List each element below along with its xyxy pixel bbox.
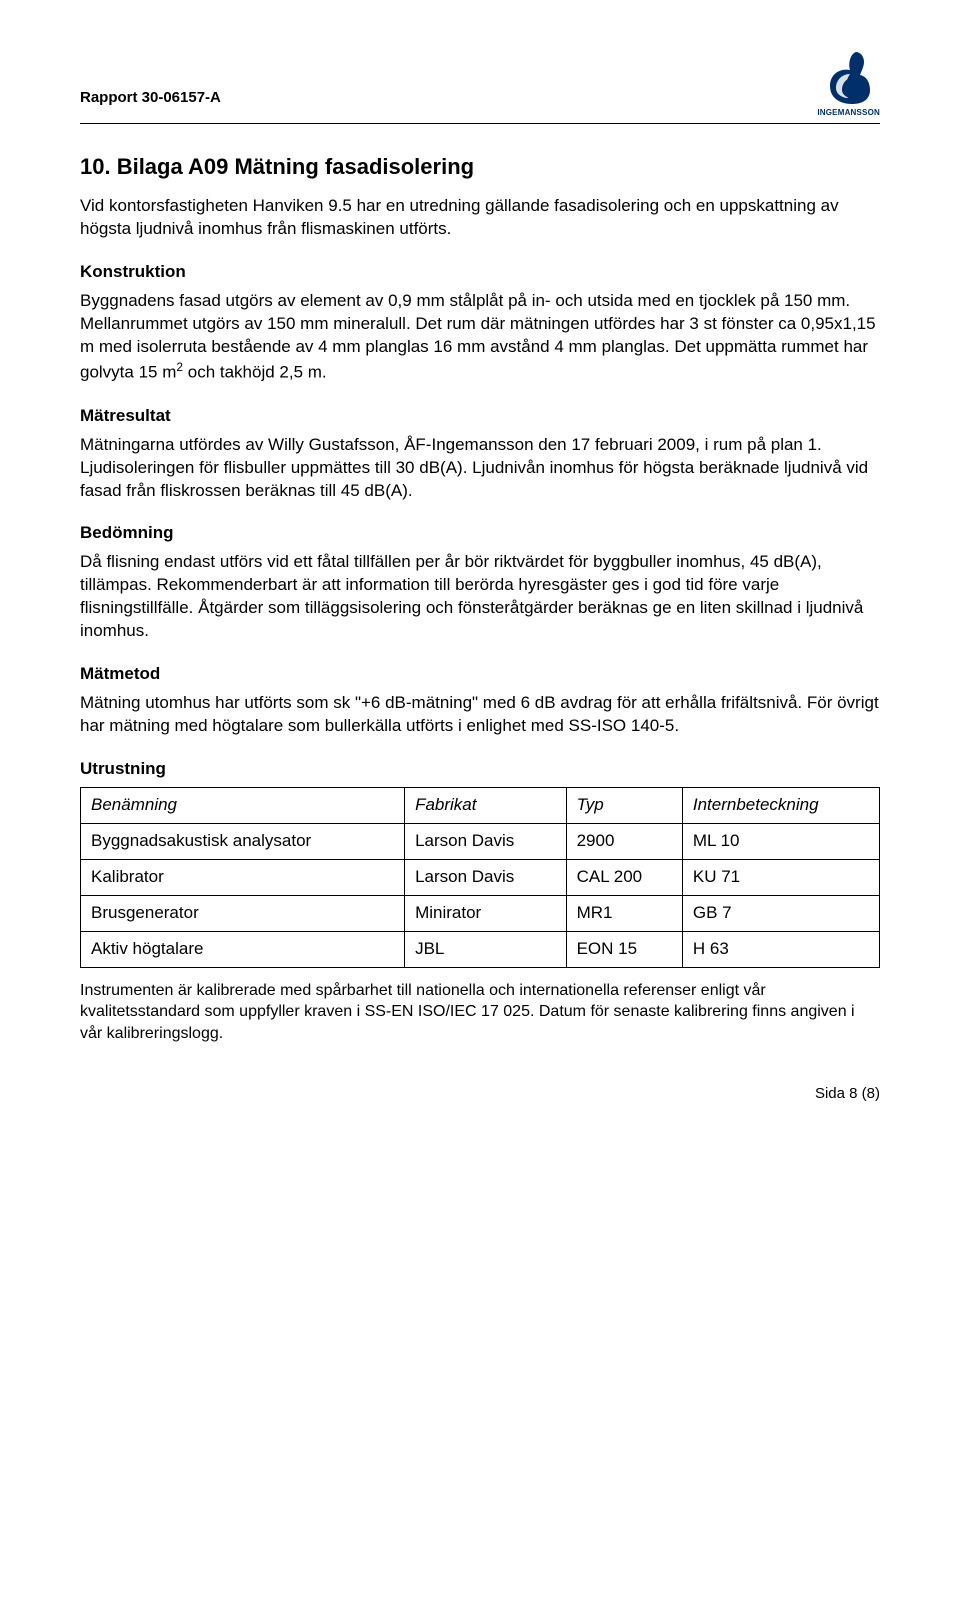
cell: MR1 [566,895,682,931]
table-row: Kalibrator Larson Davis CAL 200 KU 71 [81,859,880,895]
table-header-row: Benämning Fabrikat Typ Internbeteckning [81,787,880,823]
cell: Minirator [405,895,567,931]
calibration-footnote: Instrumenten är kalibrerade med spårbarh… [80,980,880,1045]
company-logo: INGEMANSSON [817,50,880,119]
cell: Kalibrator [81,859,405,895]
konstruktion-heading: Konstruktion [80,261,880,284]
equipment-table: Benämning Fabrikat Typ Internbeteckning … [80,787,880,968]
bedomning-body: Då flisning endast utförs vid ett fåtal … [80,551,880,643]
konstruktion-body: Byggnadens fasad utgörs av element av 0,… [80,290,880,384]
cell: H 63 [682,931,879,967]
matresultat-heading: Mätresultat [80,405,880,428]
col-internbeteckning: Internbeteckning [682,787,879,823]
intro-paragraph: Vid kontorsfastigheten Hanviken 9.5 har … [80,195,880,241]
utrustning-heading: Utrustning [80,758,880,781]
cell: EON 15 [566,931,682,967]
col-fabrikat: Fabrikat [405,787,567,823]
cell: Aktiv högtalare [81,931,405,967]
cell: Larson Davis [405,823,567,859]
page-title: 10. Bilaga A09 Mätning fasadisolering [80,152,880,182]
cell: 2900 [566,823,682,859]
logo-label: INGEMANSSON [817,108,880,119]
cell: ML 10 [682,823,879,859]
matmetod-body: Mätning utomhus har utförts som sk "+6 d… [80,692,880,738]
cell: CAL 200 [566,859,682,895]
konstruktion-body-b: och takhöjd 2,5 m. [183,363,327,382]
matmetod-heading: Mätmetod [80,663,880,686]
cell: KU 71 [682,859,879,895]
shell-logo-icon [826,50,872,106]
col-benamning: Benämning [81,787,405,823]
cell: Byggnadsakustisk analysator [81,823,405,859]
page-header: Rapport 30-06157-A INGEMANSSON [80,50,880,119]
bedomning-heading: Bedömning [80,522,880,545]
page-number: Sida 8 (8) [80,1084,880,1104]
header-divider [80,123,880,124]
matresultat-body: Mätningarna utfördes av Willy Gustafsson… [80,434,880,503]
report-reference: Rapport 30-06157-A [80,50,221,108]
cell: Larson Davis [405,859,567,895]
cell: GB 7 [682,895,879,931]
col-typ: Typ [566,787,682,823]
table-row: Brusgenerator Minirator MR1 GB 7 [81,895,880,931]
cell: Brusgenerator [81,895,405,931]
table-row: Byggnadsakustisk analysator Larson Davis… [81,823,880,859]
cell: JBL [405,931,567,967]
table-row: Aktiv högtalare JBL EON 15 H 63 [81,931,880,967]
